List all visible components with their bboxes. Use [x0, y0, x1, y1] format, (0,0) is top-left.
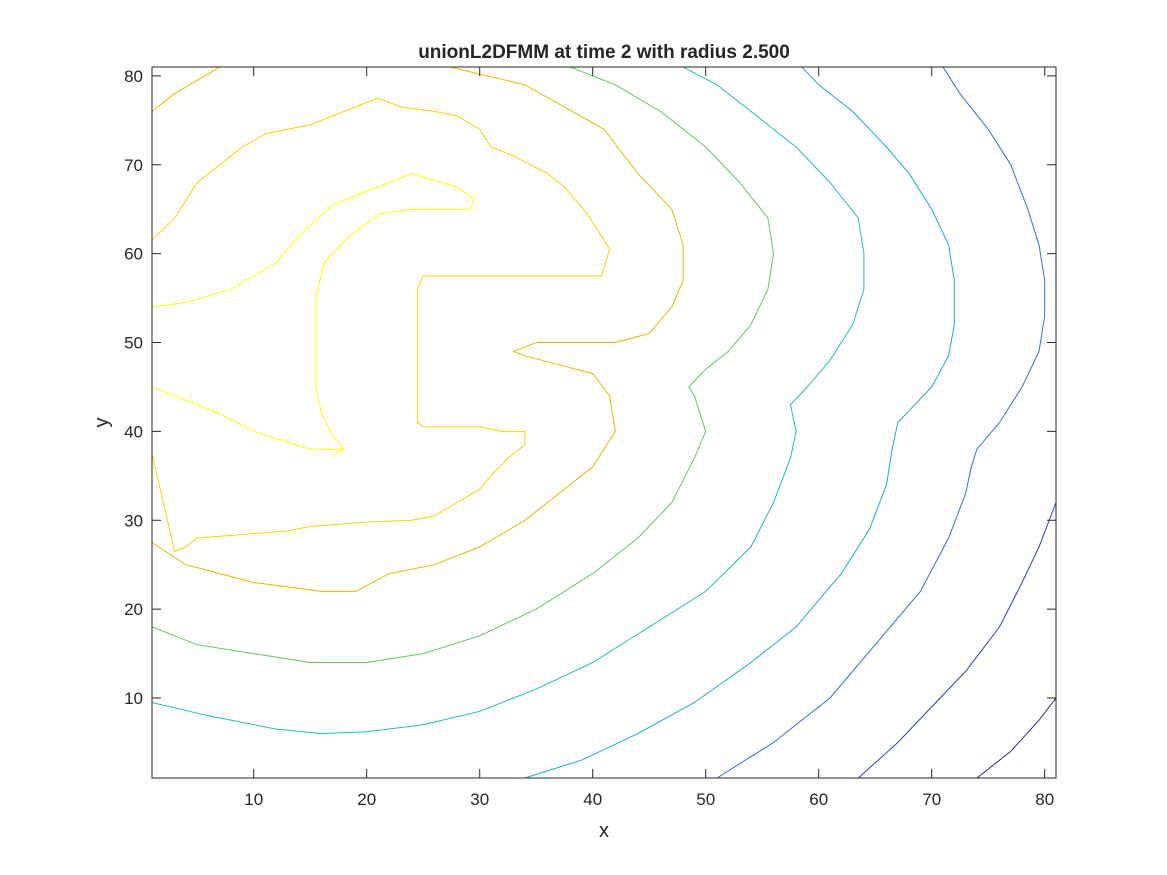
- y-tick-label: 80: [124, 67, 143, 86]
- x-tick-label: 70: [922, 790, 941, 809]
- y-tick-label: 40: [124, 422, 143, 441]
- y-tick-label: 50: [124, 334, 143, 353]
- x-tick-label: 30: [470, 790, 489, 809]
- x-tick-label: 40: [583, 790, 602, 809]
- y-tick-label: 30: [124, 511, 143, 530]
- axes-box: [151, 66, 1057, 779]
- x-tick-label: 60: [809, 790, 828, 809]
- contour-line-9: [857, 502, 1056, 778]
- y-tick-label: 10: [124, 689, 143, 708]
- y-tick-label: 60: [124, 245, 143, 264]
- plot-area: [152, 67, 1056, 778]
- y-tick-label: 70: [124, 156, 143, 175]
- contour-line-7: [524, 67, 955, 778]
- x-axis-label: x: [599, 820, 609, 842]
- chart-title: unionL2DFMM at time 2 with radius 2.500: [418, 42, 790, 63]
- axis-ticks: 10 20 30 40 50 60 70 80 10 20 30 40 50 60 70 80: [124, 67, 1056, 809]
- contour-line-2: [152, 173, 475, 450]
- contour-line-3: [152, 97, 611, 553]
- contour-line-6: [152, 67, 865, 735]
- contour-line-4: [152, 67, 684, 592]
- x-tick-label: 20: [357, 790, 376, 809]
- y-tick-label: 20: [124, 600, 143, 619]
- y-axis-label: y: [91, 418, 113, 428]
- contour-line-8: [716, 67, 1046, 778]
- x-tick-label: 10: [244, 790, 263, 809]
- contour-line-5: [152, 67, 775, 663]
- contour-line-10: [976, 697, 1056, 778]
- x-tick-label: 50: [696, 790, 715, 809]
- x-tick-label: 80: [1035, 790, 1054, 809]
